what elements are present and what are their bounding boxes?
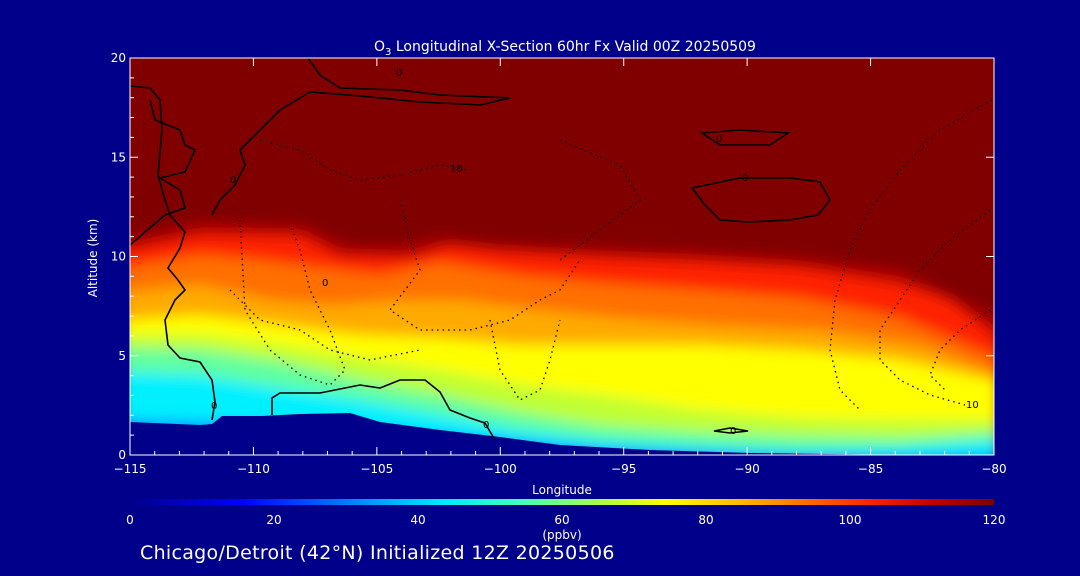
contour-west2	[130, 99, 197, 246]
x-tick-label: −90	[734, 462, 759, 476]
dotted-contours	[229, 99, 993, 411]
y-tick-label: 10	[111, 250, 126, 264]
colorbar-tick-label: 60	[554, 513, 569, 527]
chart-title: O3 Longitudinal X-Section 60hr Fx Valid …	[374, 39, 756, 58]
colorbar-tick-label: 0	[126, 513, 134, 527]
contour-label: 0	[716, 134, 722, 145]
x-axis-label: Longitude	[532, 483, 592, 497]
y-tick-label: 20	[111, 51, 126, 65]
y-axis: 0 5 10 15 20	[111, 51, 994, 462]
x-tick-label: −80	[981, 462, 1006, 476]
x-tick-label: −110	[237, 462, 270, 476]
contour-label: 0	[396, 68, 402, 79]
contour-west	[130, 85, 216, 421]
contour-label: 0	[230, 175, 236, 186]
colorbar-tick-label: 40	[410, 513, 425, 527]
dotted-contour-6	[829, 99, 993, 411]
contour-label: 0	[211, 401, 217, 412]
plot-area: 0 0 0 0 0 10 10 0 0 0	[130, 58, 994, 455]
x-tick-label: −115	[114, 462, 147, 476]
y-axis-label: Altitude (km)	[86, 219, 100, 298]
contour-main	[211, 58, 511, 216]
x-tick-label: −95	[611, 462, 636, 476]
title-rest: Longitudinal X-Section 60hr Fx Valid 00Z…	[391, 39, 756, 55]
y-tick-label: 0	[118, 448, 126, 462]
title-subscript: 3	[385, 47, 391, 58]
colorbar-tick-label: 100	[839, 513, 862, 527]
colorbar-tick-label: 120	[983, 513, 1006, 527]
x-tick-label: −100	[484, 462, 517, 476]
x-tick-label: −105	[360, 462, 393, 476]
contour-label: 0	[483, 420, 489, 431]
contour-surface-small	[713, 427, 749, 434]
contour-island-small	[699, 129, 791, 146]
contour-lowland	[271, 379, 496, 441]
colorbar	[130, 499, 994, 505]
colorbar-unit: (ppbv)	[542, 528, 581, 542]
contour-island-large	[690, 177, 831, 223]
contour-label: 0	[730, 426, 736, 437]
colorbar-ticks: 0 20 40 60 80 100 120	[126, 513, 1005, 527]
title-prefix: O	[374, 39, 385, 55]
footer-caption: Chicago/Detroit (42°N) Initialized 12Z 2…	[140, 542, 615, 564]
terrain	[130, 413, 994, 455]
colorbar-tick-label: 20	[266, 513, 281, 527]
contour-label-group: 0 0 0 0 0 10 10 0 0 0	[211, 68, 979, 437]
contour-label: 10	[966, 400, 979, 411]
contour-label: 0	[742, 173, 748, 184]
x-axis: −115 −110 −105 −100 −95 −90 −85 −80	[114, 58, 1007, 476]
y-tick-label: 5	[118, 349, 126, 363]
solid-contours	[130, 58, 831, 441]
y-tick-label: 15	[111, 150, 126, 164]
dotted-contour-9	[559, 139, 641, 261]
colorbar-tick-label: 80	[698, 513, 713, 527]
contour-label: 0	[322, 278, 328, 289]
contour-label: 10	[450, 164, 463, 175]
x-tick-label: −85	[858, 462, 883, 476]
dotted-contour-3	[389, 199, 581, 331]
